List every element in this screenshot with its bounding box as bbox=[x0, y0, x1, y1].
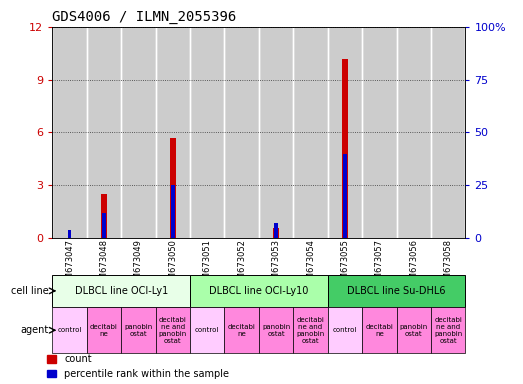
Text: cell line: cell line bbox=[11, 286, 49, 296]
Text: decitabi
ne and
panobin
ostat: decitabi ne and panobin ostat bbox=[434, 317, 462, 344]
Bar bbox=[431, 27, 465, 238]
Bar bbox=[171, 185, 175, 238]
Bar bbox=[156, 27, 190, 238]
Bar bbox=[328, 27, 362, 238]
Bar bbox=[328, 307, 362, 353]
Text: control: control bbox=[195, 327, 220, 333]
Bar bbox=[102, 213, 106, 238]
Bar bbox=[156, 307, 190, 353]
Bar bbox=[169, 138, 176, 238]
Text: control: control bbox=[333, 327, 357, 333]
Bar bbox=[431, 307, 465, 353]
Bar bbox=[121, 307, 156, 353]
Bar bbox=[101, 194, 107, 238]
Text: panobin
ostat: panobin ostat bbox=[400, 324, 428, 337]
Text: control: control bbox=[58, 327, 82, 333]
Bar bbox=[293, 27, 328, 238]
Legend: count, percentile rank within the sample: count, percentile rank within the sample bbox=[47, 354, 229, 379]
Bar bbox=[343, 154, 347, 238]
Bar bbox=[68, 230, 71, 238]
Text: panobin
ostat: panobin ostat bbox=[262, 324, 290, 337]
Bar bbox=[224, 307, 259, 353]
Text: DLBCL line OCI-Ly10: DLBCL line OCI-Ly10 bbox=[209, 286, 309, 296]
Bar bbox=[259, 307, 293, 353]
Bar bbox=[273, 227, 279, 238]
Text: decitabi
ne: decitabi ne bbox=[366, 324, 393, 337]
Bar bbox=[224, 27, 259, 238]
Bar bbox=[190, 275, 328, 307]
Bar bbox=[190, 307, 224, 353]
Text: decitabi
ne: decitabi ne bbox=[228, 324, 256, 337]
Bar bbox=[362, 307, 396, 353]
Text: DLBCL line OCI-Ly1: DLBCL line OCI-Ly1 bbox=[75, 286, 168, 296]
Text: DLBCL line Su-DHL6: DLBCL line Su-DHL6 bbox=[347, 286, 446, 296]
Bar bbox=[52, 27, 87, 238]
Bar bbox=[52, 275, 190, 307]
Bar bbox=[121, 27, 156, 238]
Bar bbox=[87, 27, 121, 238]
Bar bbox=[87, 307, 121, 353]
Bar bbox=[396, 307, 431, 353]
Text: panobin
ostat: panobin ostat bbox=[124, 324, 153, 337]
Bar bbox=[328, 275, 465, 307]
Bar bbox=[275, 223, 278, 238]
Bar bbox=[396, 27, 431, 238]
Text: decitabi
ne and
panobin
ostat: decitabi ne and panobin ostat bbox=[297, 317, 325, 344]
Bar bbox=[293, 307, 328, 353]
Text: agent: agent bbox=[20, 325, 49, 335]
Bar bbox=[362, 27, 396, 238]
Bar bbox=[190, 27, 224, 238]
Bar bbox=[52, 307, 87, 353]
Text: GDS4006 / ILMN_2055396: GDS4006 / ILMN_2055396 bbox=[52, 10, 236, 25]
Bar bbox=[342, 59, 348, 238]
Text: decitabi
ne and
panobin
ostat: decitabi ne and panobin ostat bbox=[158, 317, 187, 344]
Bar bbox=[259, 27, 293, 238]
Text: decitabi
ne: decitabi ne bbox=[90, 324, 118, 337]
